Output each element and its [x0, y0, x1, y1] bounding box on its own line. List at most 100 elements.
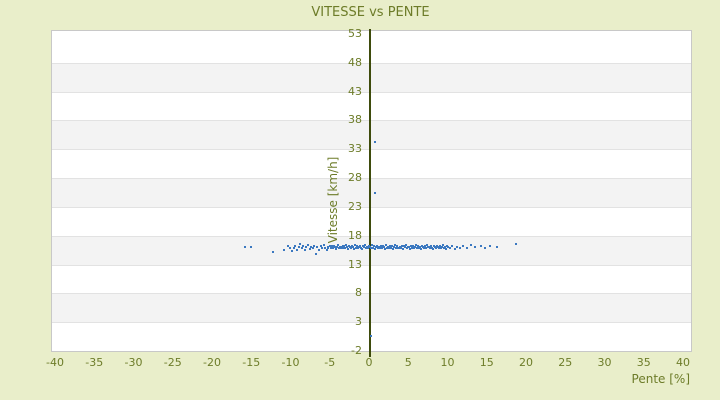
- data-point: [354, 244, 356, 246]
- data-point: [441, 246, 443, 248]
- data-point: [320, 245, 322, 247]
- y-axis-title: Vitesse [km/h]: [326, 156, 340, 244]
- data-point: [411, 247, 413, 249]
- data-point: [444, 246, 446, 248]
- y-tick-label: 8: [355, 286, 362, 300]
- data-point: [305, 246, 307, 248]
- data-point: [315, 253, 317, 255]
- data-point: [515, 243, 517, 245]
- x-tick-label: -40: [46, 356, 64, 369]
- data-point: [424, 245, 426, 247]
- data-point: [462, 245, 464, 247]
- y-tick-label: 28: [348, 171, 362, 185]
- y-tick-label: 18: [348, 228, 362, 242]
- data-point: [372, 247, 374, 249]
- data-point: [423, 247, 425, 249]
- grid-band: [52, 120, 691, 150]
- data-point: [363, 246, 365, 248]
- data-point: [340, 247, 342, 249]
- data-point: [496, 246, 498, 248]
- chart-title: VITESSE vs PENTE: [311, 5, 430, 20]
- data-point: [344, 247, 346, 249]
- data-point: [334, 246, 336, 248]
- data-point: [380, 245, 382, 247]
- data-point: [435, 247, 437, 249]
- data-point: [374, 248, 376, 250]
- data-point: [390, 247, 392, 249]
- data-point: [385, 244, 387, 246]
- data-point: [401, 245, 403, 247]
- data-point: [456, 246, 458, 248]
- grid-band: [52, 31, 691, 63]
- data-point: [318, 249, 320, 251]
- data-point: [367, 247, 369, 249]
- data-point: [398, 247, 400, 249]
- x-tick-label: -20: [203, 356, 221, 369]
- data-point: [332, 247, 334, 249]
- data-point: [429, 247, 431, 249]
- data-point: [480, 245, 482, 247]
- data-point: [337, 244, 339, 246]
- data-point: [293, 247, 295, 249]
- data-point: [420, 248, 422, 250]
- y-tick-label: 13: [348, 257, 362, 271]
- data-point: [470, 244, 472, 246]
- data-point: [404, 246, 406, 248]
- data-point: [419, 246, 421, 248]
- data-point: [409, 248, 411, 250]
- data-point: [417, 245, 419, 247]
- grid-band: [52, 206, 691, 236]
- data-point: [405, 244, 407, 246]
- data-point: [375, 246, 377, 248]
- data-point: [316, 246, 318, 248]
- data-point: [326, 249, 328, 251]
- data-point: [298, 246, 300, 248]
- data-point: [346, 246, 348, 248]
- grid-band: [52, 264, 691, 294]
- x-tick-label: 35: [636, 356, 651, 369]
- y-tick-label: 53: [348, 27, 362, 40]
- grid-band: [52, 178, 691, 207]
- data-point: [414, 246, 416, 248]
- horizontal-gridline: [52, 235, 691, 237]
- data-point: [402, 248, 404, 250]
- data-point: [418, 247, 420, 249]
- data-point: [383, 246, 385, 248]
- data-point: [364, 244, 366, 246]
- grid-band: [52, 235, 691, 265]
- horizontal-gridline: [52, 62, 691, 64]
- data-point: [343, 245, 345, 247]
- data-point: [307, 244, 309, 246]
- grid-band: [52, 62, 691, 92]
- grid-band: [52, 91, 691, 121]
- data-point: [442, 244, 444, 246]
- data-point: [443, 247, 445, 249]
- data-point: [371, 244, 373, 246]
- x-tick-label: 25: [558, 356, 573, 369]
- data-point: [451, 245, 453, 247]
- data-point: [345, 244, 347, 246]
- y-axis-line: [369, 29, 371, 357]
- data-point: [410, 245, 412, 247]
- data-point: [365, 247, 367, 249]
- x-tick-label: 0: [365, 356, 373, 369]
- data-point: [445, 248, 447, 250]
- x-tick-label: 30: [597, 356, 612, 369]
- data-point: [289, 247, 291, 249]
- data-point: [313, 245, 315, 247]
- data-point: [379, 247, 381, 249]
- horizontal-gridline: [52, 178, 691, 180]
- data-point: [355, 247, 357, 249]
- y-tick-label: 23: [348, 199, 362, 213]
- data-point: [353, 248, 355, 250]
- data-point: [426, 244, 428, 246]
- horizontal-gridline: [52, 264, 691, 266]
- data-point: [352, 246, 354, 248]
- data-point: [449, 247, 451, 249]
- data-point: [335, 248, 337, 250]
- data-point: [356, 245, 358, 247]
- data-point: [350, 247, 352, 249]
- x-tick-label: -30: [124, 356, 143, 369]
- x-tick-label: 5: [404, 356, 412, 369]
